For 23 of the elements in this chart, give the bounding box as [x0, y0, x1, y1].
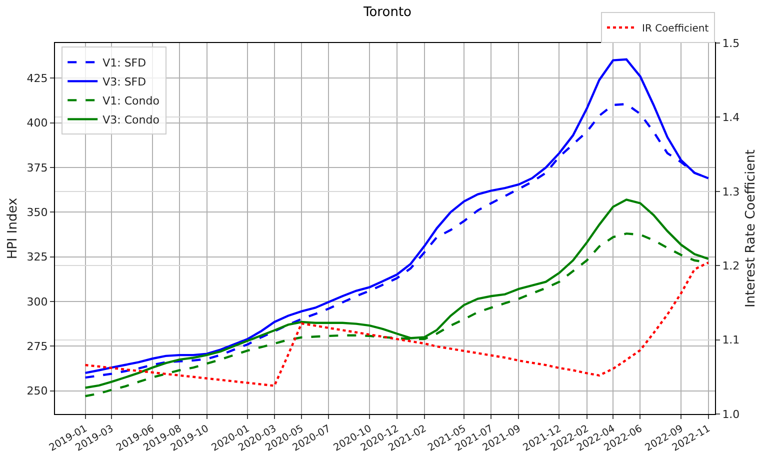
- y-tick-label: 325: [26, 250, 48, 264]
- y-tick-label: 400: [26, 116, 48, 130]
- y-tick-label: 300: [26, 295, 48, 308]
- y-tick-label: 375: [26, 161, 48, 174]
- legend-label: V1: SFD: [102, 56, 146, 70]
- legend-label: V1: Condo: [102, 94, 160, 108]
- y-axis-title: HPI Index: [6, 198, 21, 260]
- legend-label: V3: Condo: [102, 114, 160, 126]
- y2-tick-label: 1.3: [722, 185, 740, 198]
- y2-tick-label: 1.2: [722, 259, 740, 272]
- y-tick-label: 425: [26, 72, 48, 86]
- y2-tick-label: 1.4: [722, 111, 740, 124]
- y2-tick-label: 1.1: [722, 334, 740, 347]
- y-tick-label: 250: [26, 384, 48, 398]
- y2-tick-label: 1.0: [722, 408, 740, 421]
- chart-title: Toronto: [362, 5, 412, 20]
- y-tick-label: 350: [26, 206, 48, 220]
- y-tick-label: 275: [26, 340, 48, 353]
- y2-axis-title: Interest Rate Coefficient: [743, 150, 758, 308]
- legend-label: IR Coefficient: [642, 23, 709, 34]
- line-series: [84, 262, 710, 387]
- y2-tick-label: 1.5: [722, 36, 740, 50]
- legend-label: V3: SFD: [102, 76, 146, 88]
